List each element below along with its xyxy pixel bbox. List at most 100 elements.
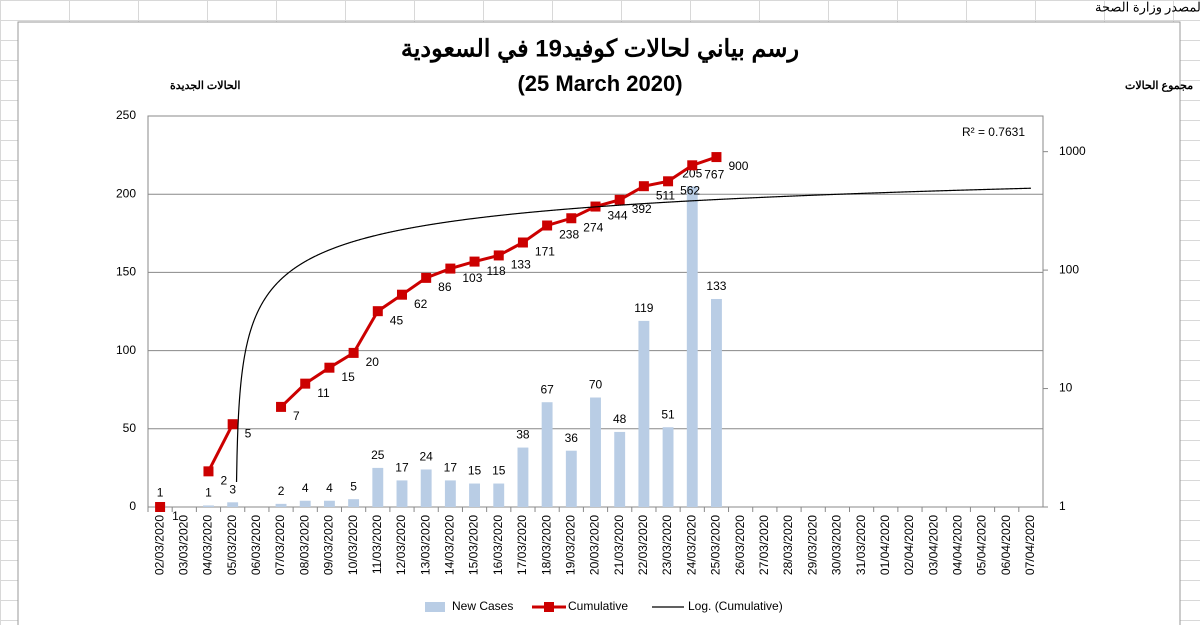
x-tick-label: 05/03/2020 [225, 515, 239, 575]
bar [372, 467, 384, 507]
line-marker [663, 176, 674, 187]
x-tick-label: 07/04/2020 [1023, 515, 1037, 575]
line-value-label: 900 [728, 159, 748, 173]
line-marker [396, 289, 407, 300]
line-value-label: 1 [172, 509, 179, 523]
x-tick-label: 04/04/2020 [951, 515, 965, 575]
y-tick-label: 100 [116, 343, 136, 357]
y-tick-label: 50 [123, 421, 137, 435]
y-tick-label: 150 [116, 265, 136, 279]
x-tick-label: 04/03/2020 [201, 515, 215, 575]
line-value-label: 62 [414, 297, 428, 311]
x-tick-label: 20/03/2020 [588, 515, 602, 575]
x-tick-label: 30/03/2020 [830, 515, 844, 575]
line-marker [421, 272, 432, 283]
bar-value-label: 51 [661, 407, 675, 421]
line-value-label: 2 [220, 474, 227, 488]
bar-value-label: 25 [371, 448, 385, 462]
x-tick-label: 23/03/2020 [660, 515, 674, 575]
bar-value-label: 119 [634, 301, 653, 315]
line-marker [517, 237, 528, 248]
legend-label: New Cases [452, 599, 513, 613]
bar-value-label: 1 [205, 486, 212, 500]
line-value-label: 5 [245, 426, 252, 440]
line-marker [566, 213, 577, 224]
line-marker [469, 256, 480, 267]
bar-value-label: 36 [565, 431, 579, 445]
trendline-annotation: R² = 0.7631 [962, 125, 1025, 139]
line-marker [687, 160, 698, 171]
bar [662, 427, 674, 507]
bar [565, 450, 577, 507]
bar-value-label: 48 [613, 412, 627, 426]
legend-label: Cumulative [568, 599, 628, 613]
legend-swatch [544, 602, 554, 612]
bar-value-label: 5 [350, 479, 357, 493]
line-value-label: 45 [390, 313, 404, 327]
x-tick-label: 28/03/2020 [781, 515, 795, 575]
bar-value-label: 67 [540, 382, 554, 396]
x-tick-label: 01/04/2020 [878, 515, 892, 575]
bar [517, 447, 529, 507]
x-tick-label: 27/03/2020 [757, 515, 771, 575]
bar-value-label: 3 [229, 482, 236, 496]
bar [420, 469, 432, 507]
y2-tick-label: 10 [1059, 381, 1073, 395]
line-marker [227, 419, 238, 430]
x-tick-label: 13/03/2020 [418, 515, 432, 575]
x-tick-label: 12/03/2020 [394, 515, 408, 575]
bar [469, 483, 480, 507]
line-marker [445, 263, 456, 274]
bar-value-label: 17 [395, 461, 409, 475]
x-tick-label: 24/03/2020 [684, 515, 698, 575]
bar [638, 320, 650, 507]
x-tick-label: 16/03/2020 [491, 515, 505, 575]
line-value-label: 86 [438, 280, 452, 294]
x-tick-label: 11/03/2020 [370, 515, 384, 574]
line-value-label: 7 [293, 409, 300, 423]
trendline [235, 187, 1031, 482]
x-tick-label: 02/04/2020 [902, 515, 916, 575]
line-value-label: 103 [462, 271, 482, 285]
line-value-label: 171 [535, 245, 555, 259]
line-value-label: 15 [341, 370, 355, 384]
bar-value-label: 4 [326, 481, 333, 495]
x-tick-label: 05/04/2020 [975, 515, 989, 575]
bar [299, 500, 311, 507]
x-tick-label: 03/04/2020 [926, 515, 940, 575]
bar [493, 483, 505, 507]
bar [711, 298, 722, 507]
chart-title: رسم بياني لحالات كوفيد19 في السعودية [401, 35, 799, 63]
line-value-label: 344 [608, 209, 628, 223]
y-axis-label: الحالات الجديدة [170, 80, 240, 92]
x-tick-label: 25/03/2020 [709, 515, 723, 575]
line-value-label: 11 [317, 386, 330, 400]
bar-value-label: 17 [444, 461, 458, 475]
line-marker [348, 347, 359, 358]
bar-value-label: 4 [302, 481, 309, 495]
line-marker [711, 152, 722, 163]
x-tick-label: 19/03/2020 [563, 515, 577, 575]
line-value-label: 767 [704, 167, 724, 181]
x-tick-label: 31/03/2020 [854, 515, 868, 575]
x-tick-label: 18/03/2020 [539, 515, 553, 575]
line-marker [203, 466, 214, 477]
y2-tick-label: 100 [1059, 262, 1079, 276]
x-tick-label: 06/04/2020 [999, 515, 1013, 575]
bar [541, 402, 553, 507]
bar-value-label: 38 [516, 428, 530, 442]
source-label: المصدر [1164, 0, 1200, 15]
line-value-label: 133 [511, 258, 531, 272]
line-value-label: 511 [656, 188, 675, 202]
line-value-label: 118 [487, 264, 506, 278]
line-value-label: 562 [680, 183, 700, 197]
line-marker [324, 362, 335, 373]
line [207, 423, 234, 473]
y-tick-label: 250 [116, 108, 136, 122]
bar-value-label: 15 [468, 464, 482, 478]
line-value-label: 238 [559, 228, 579, 242]
x-tick-label: 22/03/2020 [636, 515, 650, 575]
x-tick-label: 29/03/2020 [805, 515, 819, 575]
